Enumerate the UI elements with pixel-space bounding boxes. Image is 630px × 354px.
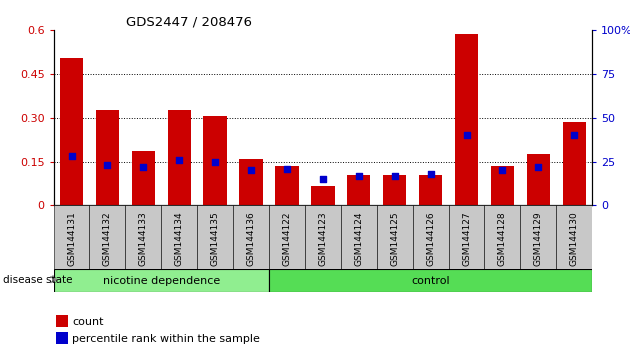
Bar xyxy=(383,175,406,205)
Bar xyxy=(347,175,370,205)
Text: count: count xyxy=(72,317,104,327)
Text: percentile rank within the sample: percentile rank within the sample xyxy=(72,334,260,344)
Bar xyxy=(233,205,269,269)
Point xyxy=(425,171,435,177)
Text: GSM144128: GSM144128 xyxy=(498,211,507,266)
Bar xyxy=(341,205,377,269)
Bar xyxy=(413,205,449,269)
Text: GDS2447 / 208476: GDS2447 / 208476 xyxy=(126,16,252,29)
Point xyxy=(102,162,112,168)
Bar xyxy=(556,205,592,269)
Point xyxy=(497,167,507,173)
Bar xyxy=(275,166,299,205)
Text: GSM144132: GSM144132 xyxy=(103,211,112,266)
Point xyxy=(533,164,543,170)
Bar xyxy=(269,269,592,292)
Bar xyxy=(132,151,155,205)
Bar xyxy=(60,58,83,205)
Bar xyxy=(203,116,227,205)
Bar xyxy=(449,205,484,269)
Text: GSM144123: GSM144123 xyxy=(318,211,328,266)
Bar xyxy=(484,205,520,269)
Bar xyxy=(89,205,125,269)
Bar xyxy=(56,332,68,344)
Point xyxy=(569,132,579,138)
Bar xyxy=(305,205,341,269)
Text: GSM144133: GSM144133 xyxy=(139,211,148,266)
Point xyxy=(461,132,471,138)
Point xyxy=(282,166,292,171)
Text: GSM144135: GSM144135 xyxy=(210,211,220,266)
Point xyxy=(246,167,256,173)
Point xyxy=(138,164,149,170)
Bar xyxy=(96,110,119,205)
Text: GSM144122: GSM144122 xyxy=(282,211,292,266)
Bar xyxy=(455,34,478,205)
Bar xyxy=(419,175,442,205)
Text: GSM144127: GSM144127 xyxy=(462,211,471,266)
Bar xyxy=(197,205,233,269)
Bar xyxy=(168,110,191,205)
Bar xyxy=(563,122,586,205)
Text: control: control xyxy=(411,275,450,286)
Text: GSM144125: GSM144125 xyxy=(390,211,399,266)
Text: GSM144129: GSM144129 xyxy=(534,211,543,266)
Text: nicotine dependence: nicotine dependence xyxy=(103,275,220,286)
Bar xyxy=(269,205,305,269)
Bar xyxy=(239,159,263,205)
Bar xyxy=(377,205,413,269)
Bar xyxy=(54,205,89,269)
Point xyxy=(353,173,364,178)
Bar xyxy=(125,205,161,269)
Bar xyxy=(54,269,269,292)
Text: GSM144131: GSM144131 xyxy=(67,211,76,266)
Point xyxy=(389,173,399,178)
Bar xyxy=(161,205,197,269)
Point xyxy=(66,153,77,159)
Bar xyxy=(527,154,550,205)
Text: GSM144124: GSM144124 xyxy=(354,211,364,266)
Text: GSM144130: GSM144130 xyxy=(570,211,579,266)
Point xyxy=(318,176,328,182)
Point xyxy=(210,159,220,164)
Point xyxy=(174,157,184,162)
Text: GSM144134: GSM144134 xyxy=(175,211,184,266)
Bar xyxy=(491,166,514,205)
Text: GSM144126: GSM144126 xyxy=(426,211,435,266)
Text: disease state: disease state xyxy=(3,275,72,285)
Bar xyxy=(311,186,335,205)
Text: GSM144136: GSM144136 xyxy=(246,211,256,266)
Bar xyxy=(520,205,556,269)
Bar xyxy=(56,315,68,327)
